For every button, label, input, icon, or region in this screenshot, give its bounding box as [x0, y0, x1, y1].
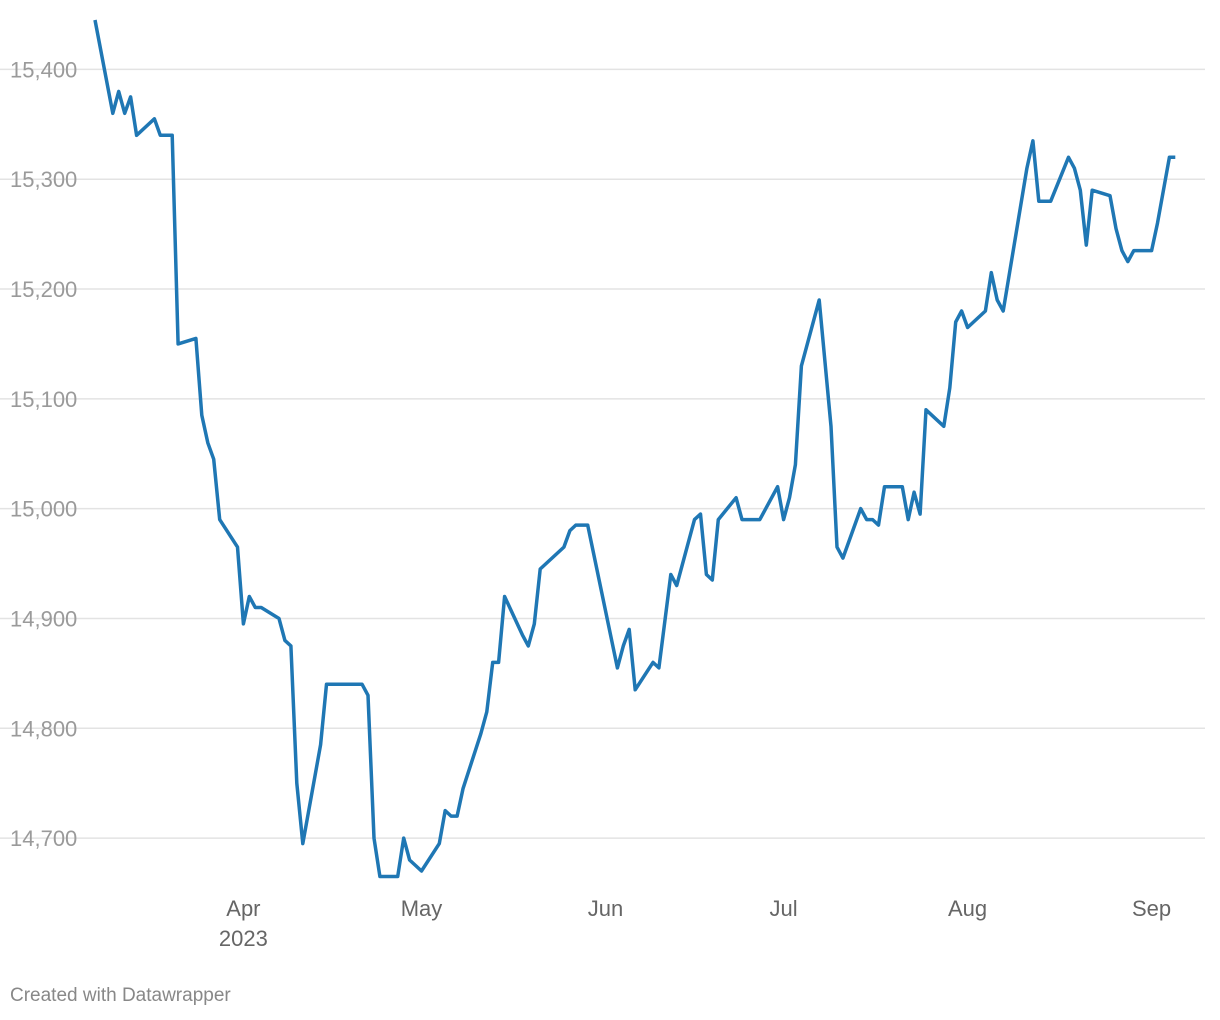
x-tick-sublabel: 2023	[219, 926, 268, 951]
series-layer	[93, 19, 1176, 879]
x-tick-label: Sep	[1132, 896, 1171, 921]
y-tick-label: 15,100	[10, 387, 77, 412]
x-tick-label: Jul	[769, 896, 797, 921]
y-tick-label: 15,000	[10, 497, 77, 522]
x-tick-label: Aug	[948, 896, 987, 921]
x-tick-label: Apr	[226, 896, 260, 921]
y-tick-label: 15,400	[10, 57, 77, 82]
y-tick-label: 14,700	[10, 826, 77, 851]
y-tick-label: 14,800	[10, 716, 77, 741]
y-tick-label: 14,900	[10, 606, 77, 631]
y-tick-label: 15,300	[10, 167, 77, 192]
y-axis-ticks: 14,700 14,800 14,900 15,000 15,100 15,200 15,3…	[10, 57, 77, 851]
line-chart: 14,700 14,800 14,900 15,000 15,100 15,200 15,3…	[0, 19, 1205, 951]
series-line	[93, 19, 1176, 879]
x-tick-label: Jun	[588, 896, 623, 921]
credit-text[interactable]: Created with Datawrapper	[10, 985, 231, 1006]
x-tick-label: May	[401, 896, 443, 921]
x-axis-ticks: Apr 2023 May Jun Jul Aug Sep	[219, 896, 1171, 951]
y-tick-label: 15,200	[10, 277, 77, 302]
